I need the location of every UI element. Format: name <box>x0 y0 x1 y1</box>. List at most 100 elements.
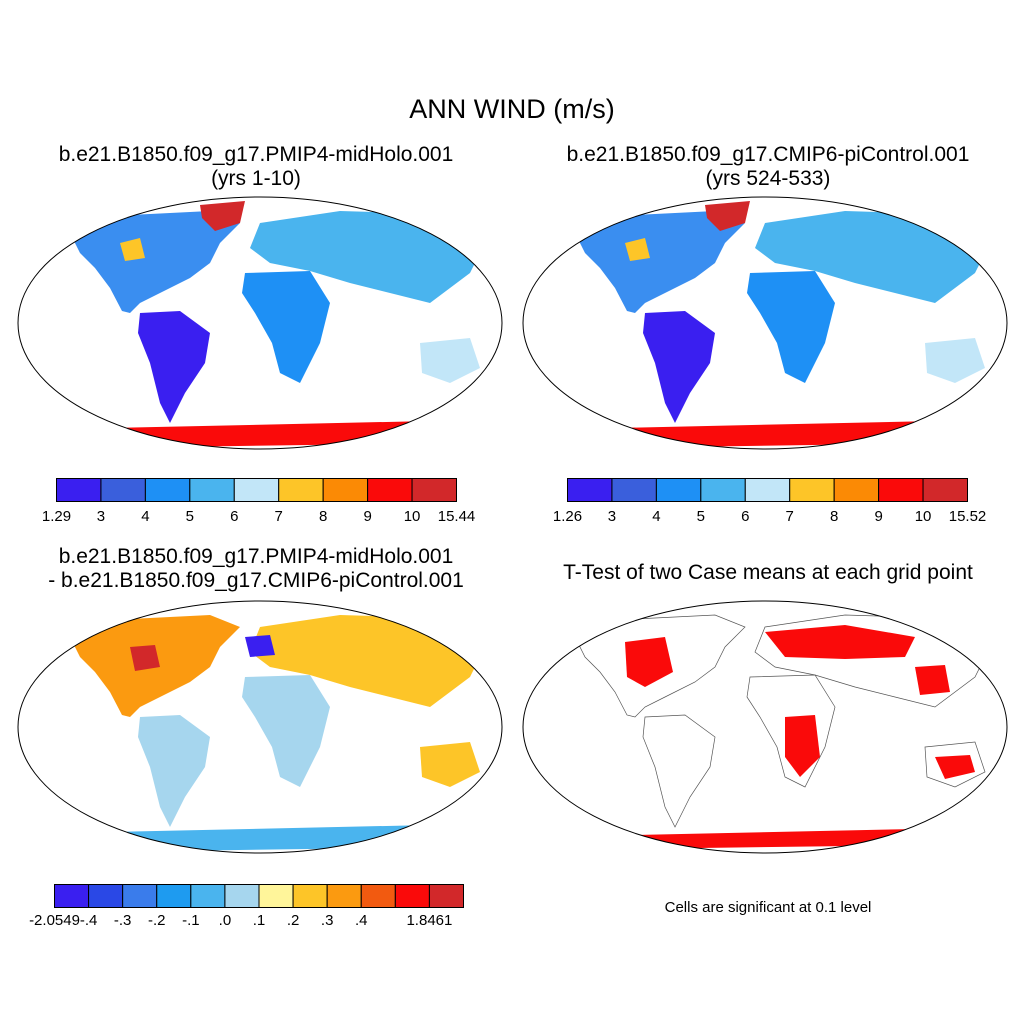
colorbar-tick-label: 1.26 <box>552 508 583 525</box>
australia-outline <box>924 741 986 788</box>
colorbar-swatch <box>833 478 880 502</box>
colorbar-tick-label: 3 <box>607 508 617 525</box>
significance-note: Cells are significant at 0.1 level <box>664 899 872 916</box>
colorbar-tick-label: 5 <box>696 508 705 525</box>
colorbar-swatch <box>922 478 968 502</box>
colorbar-tick-label: 10 <box>914 508 932 525</box>
south-america-outline <box>642 714 716 828</box>
colorbar-swatch <box>54 884 90 908</box>
map-boundary <box>17 600 503 854</box>
sig-australia <box>935 755 975 779</box>
colorbar-tick-label: 9 <box>363 508 372 525</box>
colorbar-difference <box>54 884 464 908</box>
map-panel-midholo <box>17 196 503 450</box>
europe-negative <box>245 635 275 657</box>
panel3-title-line2: - b.e21.B1850.f09_g17.CMIP6-piControl.00… <box>48 569 464 592</box>
colorbar-swatch <box>360 884 396 908</box>
colorbar-tick-label: 9 <box>874 508 883 525</box>
sig-antarctica <box>625 829 925 849</box>
sig-africa <box>785 715 820 777</box>
figure-title: ANN WIND (m/s) <box>409 94 615 124</box>
colorbar-tick-label: 5 <box>185 508 194 525</box>
eurasia <box>250 615 490 707</box>
colorbar-swatch <box>394 884 430 908</box>
colorbar-swatch <box>789 478 835 502</box>
map-boundary <box>522 196 1008 450</box>
map-panel-picontrol <box>522 196 1008 450</box>
australia <box>420 742 480 787</box>
colorbar-tick-label: 1.29 <box>41 508 72 525</box>
south-america <box>138 715 210 827</box>
colorbar-tick-label: 3 <box>96 508 106 525</box>
colorbar-midholo <box>56 478 457 502</box>
colorbar-swatch <box>233 478 280 502</box>
panel3-title-line1: b.e21.B1850.f09_g17.PMIP4-midHolo.001 <box>58 545 454 568</box>
colorbar-swatch <box>190 884 226 908</box>
colorbar-tick-label: 7 <box>274 508 283 525</box>
colorbar-swatch <box>367 478 413 502</box>
map-boundary <box>522 600 1008 854</box>
us-positive <box>130 645 160 671</box>
colorbar-swatch <box>258 884 294 908</box>
colorbar-tick-label: 10 <box>403 508 421 525</box>
eurasia-outline <box>754 614 996 708</box>
eurasia <box>250 211 490 303</box>
africa <box>242 675 330 787</box>
colorbar-swatch <box>122 884 158 908</box>
colorbar-swatch <box>156 884 192 908</box>
colorbar-swatch <box>655 478 702 502</box>
north-america <box>70 211 240 313</box>
colorbar-swatch <box>100 478 146 502</box>
panel4-title-line1: T-Test of two Case means at each grid po… <box>563 561 973 584</box>
map-boundary <box>17 196 503 450</box>
colorbar-swatch <box>292 884 328 908</box>
colorbar-tick-label: 4 <box>652 508 661 525</box>
africa-outline <box>746 674 836 788</box>
antarctica <box>100 825 450 852</box>
colorbar-swatch <box>56 478 102 502</box>
colorbar-tick-label: 1.8461 <box>406 912 453 929</box>
map-fill-group <box>574 614 996 849</box>
greenland <box>200 201 245 231</box>
colorbar-swatch <box>189 478 235 502</box>
north-america <box>575 211 745 313</box>
colorbar-tick-label: 15.52 <box>948 508 987 525</box>
map-fill-group <box>70 615 490 852</box>
colorbar-swatch <box>567 478 613 502</box>
panel2-title-line1: b.e21.B1850.f09_g17.CMIP6-piControl.001 <box>566 143 970 166</box>
map-fill-group <box>70 201 490 448</box>
colorbar-tick-label: -.3 <box>113 912 132 929</box>
australia <box>420 338 480 383</box>
colorbar-tick-label: -.1 <box>182 912 200 929</box>
south-america <box>138 311 210 423</box>
yellow-patch <box>625 238 650 261</box>
antarctica <box>100 421 450 448</box>
map-panel-difference <box>17 600 503 854</box>
colorbar-swatch <box>744 478 791 502</box>
sig-eurasia <box>765 625 915 659</box>
panel1-title: b.e21.B1850.f09_g17.PMIP4-midHolo.001 (y… <box>0 143 512 191</box>
colorbar-swatch <box>278 478 324 502</box>
colorbar-tick-label: 7 <box>785 508 794 525</box>
map-fill-group <box>575 201 995 448</box>
colorbar-swatch <box>144 478 191 502</box>
map-panel-ttest <box>522 600 1008 854</box>
colorbar-tick-label: 6 <box>741 508 750 525</box>
panel4-title: T-Test of two Case means at each grid po… <box>512 561 1024 585</box>
colorbar-tick-label: 8 <box>318 508 328 525</box>
eurasia <box>755 211 995 303</box>
australia <box>925 338 985 383</box>
colorbar-swatch <box>88 884 124 908</box>
colorbar-tick-label: -2.0549 <box>29 912 80 929</box>
colorbar-swatch <box>326 884 362 908</box>
panel2-title: b.e21.B1850.f09_g17.CMIP6-piControl.001 … <box>512 143 1024 191</box>
antarctica <box>605 421 955 448</box>
colorbar-swatch <box>322 478 369 502</box>
panel1-title-line2: (yrs 1-10) <box>211 167 301 190</box>
colorbar-tick-label: 15.44 <box>437 508 476 525</box>
colorbar-swatch <box>611 478 657 502</box>
north-america-outline <box>574 614 746 718</box>
colorbar-tick-label: 4 <box>141 508 150 525</box>
colorbar-swatch <box>428 884 464 908</box>
yellow-patch <box>120 238 145 261</box>
